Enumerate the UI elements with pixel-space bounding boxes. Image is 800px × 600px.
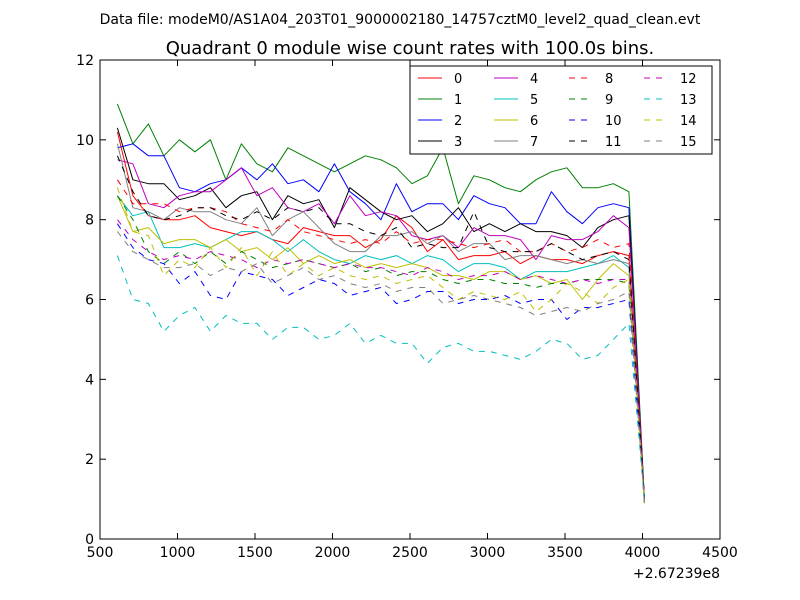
x-tick-label: 4500 — [702, 545, 738, 561]
x-tick-label: 2500 — [392, 545, 428, 561]
legend-label-2: 2 — [454, 114, 462, 129]
y-tick-label: 10 — [76, 133, 94, 149]
legend-label-11: 11 — [605, 135, 622, 150]
y-tick-label: 12 — [76, 53, 94, 69]
legend-label-12: 12 — [680, 72, 697, 87]
legend-label-9: 9 — [605, 93, 613, 108]
x-tick-label: 500 — [87, 545, 114, 561]
x-tick-label: 3500 — [547, 545, 583, 561]
legend-label-15: 15 — [680, 135, 697, 150]
tick-layer: 500 1000 1500 2000 2500 3000 3500 4000 4500 0 2 4 6 8… — [76, 53, 738, 561]
legend-label-3: 3 — [454, 135, 462, 150]
y-tick-label: 6 — [85, 293, 94, 309]
y-tick-label: 0 — [85, 532, 94, 548]
y-tick-label: 8 — [85, 213, 94, 229]
series-line-2 — [117, 143, 645, 504]
legend-label-0: 0 — [454, 72, 462, 87]
series-line-4 — [117, 159, 645, 500]
series-line-5 — [117, 195, 645, 504]
series-line-12 — [117, 219, 645, 500]
legend-frame — [409, 65, 713, 155]
legend-label-8: 8 — [605, 72, 613, 87]
series-layer — [116, 103, 645, 504]
x-tick-label: 4000 — [625, 545, 661, 561]
file-suptitle: Data file: modeM0/AS1A04_203T01_90000021… — [100, 12, 701, 28]
legend-label-5: 5 — [530, 93, 538, 108]
x-offset-label: +2.67239e8 — [633, 566, 720, 582]
y-tick-label: 2 — [85, 452, 94, 468]
legend-label-10: 10 — [605, 114, 622, 129]
series-line-15 — [117, 231, 645, 504]
y-tick-label: 4 — [85, 372, 94, 388]
chart-title: Quadrant 0 module wise count rates with … — [166, 38, 655, 59]
legend-label-13: 13 — [680, 93, 697, 108]
legend-label-7: 7 — [530, 135, 538, 150]
x-tick-label: 1000 — [160, 545, 196, 561]
legend-label-14: 14 — [680, 114, 697, 129]
legend-label-1: 1 — [454, 93, 462, 108]
x-tick-label: 2000 — [315, 545, 351, 561]
x-tick-label: 3000 — [470, 545, 506, 561]
series-line-1 — [116, 103, 645, 500]
series-line-0 — [116, 131, 645, 500]
legend-label-4: 4 — [530, 72, 538, 87]
series-line-9 — [116, 195, 645, 500]
legend-label-6: 6 — [530, 114, 538, 129]
series-line-7 — [116, 143, 645, 504]
series-line-6 — [116, 195, 645, 504]
x-tick-label: 1500 — [237, 545, 273, 561]
series-line-14 — [116, 187, 645, 504]
series-line-13 — [116, 255, 645, 500]
